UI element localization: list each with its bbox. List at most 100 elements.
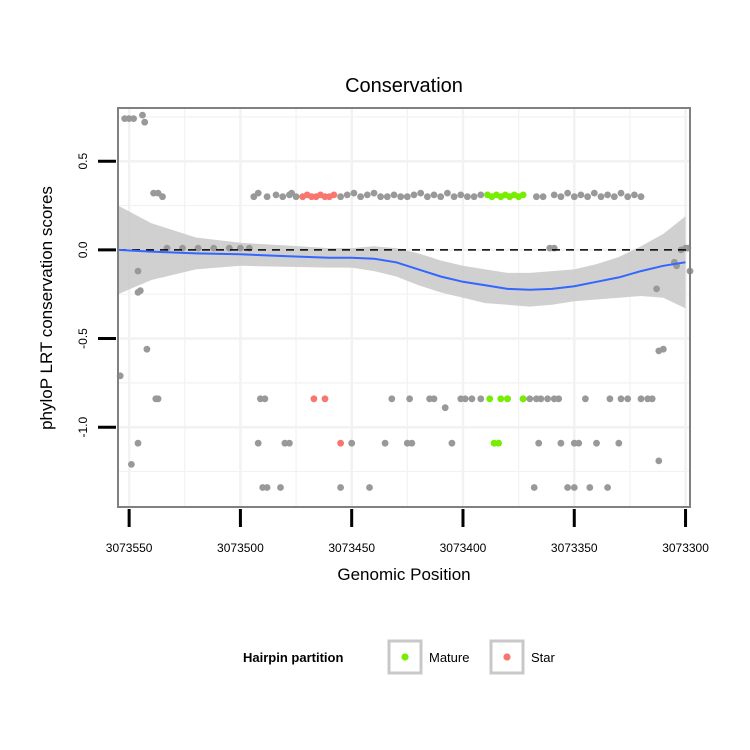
data-point — [519, 395, 527, 403]
data-point — [286, 439, 293, 447]
data-point — [550, 191, 558, 199]
data-point — [615, 439, 623, 447]
data-point — [624, 395, 632, 403]
data-point — [292, 193, 300, 201]
y-tick-label: 0.5 — [76, 153, 90, 170]
data-point — [617, 395, 625, 403]
data-point — [330, 191, 338, 199]
data-point — [357, 193, 364, 201]
y-tick-label: -1.0 — [76, 417, 90, 438]
data-point — [648, 395, 656, 403]
data-point — [277, 484, 284, 491]
x-axis-label: Genomic Position — [337, 565, 470, 584]
data-point — [597, 193, 605, 201]
data-point — [468, 395, 476, 403]
legend-label: Star — [531, 650, 556, 665]
plot-panel: 0.5 0.0 -0.5 -1.0 3073550 3073500 3073450 30734… — [76, 107, 709, 555]
data-point — [424, 193, 431, 201]
smooth-trend-line — [117, 248, 686, 291]
data-point — [504, 395, 511, 403]
data-point — [497, 395, 505, 403]
series-other — [116, 111, 694, 491]
data-point — [134, 439, 142, 447]
legend-label: Mature — [429, 650, 469, 665]
series-mature — [484, 191, 527, 447]
data-point — [403, 193, 411, 201]
data-point — [194, 244, 202, 252]
data-point — [477, 395, 485, 403]
data-point — [570, 193, 578, 201]
x-tick-label: 3073300 — [662, 541, 709, 555]
data-point — [606, 395, 614, 403]
data-point — [604, 191, 611, 199]
data-point — [533, 193, 540, 201]
data-point — [637, 193, 645, 201]
data-point — [363, 191, 371, 199]
data-point — [539, 193, 547, 201]
data-point — [486, 395, 494, 403]
data-point — [526, 395, 534, 403]
data-point — [448, 439, 456, 447]
data-point — [564, 189, 571, 197]
data-point — [495, 439, 502, 447]
data-point — [631, 191, 638, 199]
data-point — [141, 118, 149, 126]
data-point — [381, 439, 389, 447]
data-point — [321, 395, 329, 403]
data-point — [406, 395, 413, 403]
data-point — [586, 484, 594, 491]
data-point — [263, 484, 271, 491]
data-point — [127, 461, 135, 468]
data-point — [134, 289, 142, 296]
data-point — [430, 191, 438, 199]
data-point — [272, 191, 280, 199]
data-point — [582, 395, 589, 403]
data-point — [154, 395, 162, 403]
data-point — [337, 484, 344, 491]
series-star — [299, 191, 344, 447]
data-point — [159, 193, 166, 201]
data-point — [450, 193, 458, 201]
data-point — [584, 193, 591, 201]
data-point — [653, 285, 660, 293]
data-point — [557, 193, 565, 201]
x-tick-label: 3073550 — [106, 541, 153, 555]
data-point — [441, 404, 449, 412]
x-tick-label: 3073350 — [551, 541, 598, 555]
y-tick-label: -0.5 — [76, 328, 90, 349]
data-point — [430, 395, 438, 403]
data-point — [519, 191, 527, 199]
x-tick-label: 3073500 — [217, 541, 264, 555]
data-point — [370, 189, 378, 197]
data-point — [577, 191, 585, 199]
x-tick-label: 3073450 — [328, 541, 375, 555]
data-point — [348, 439, 356, 447]
data-point — [143, 345, 151, 353]
legend-title: Hairpin partition — [243, 650, 343, 665]
data-point — [570, 484, 578, 491]
data-point — [254, 189, 262, 197]
y-tick-label: 0.0 — [76, 241, 90, 258]
data-point — [437, 193, 445, 201]
data-point — [624, 193, 632, 201]
legend-entry-star: Star — [489, 639, 556, 675]
legend: Hairpin partition Mature Star — [243, 639, 556, 675]
data-point — [637, 395, 645, 403]
data-point — [134, 267, 142, 275]
data-point — [343, 191, 351, 199]
data-point — [477, 191, 485, 199]
data-point — [655, 457, 663, 465]
data-point — [544, 395, 551, 403]
data-point — [350, 189, 358, 197]
data-point — [593, 439, 600, 447]
data-point — [366, 484, 373, 491]
data-point — [139, 111, 146, 119]
data-point — [337, 193, 344, 201]
panel-border — [117, 107, 691, 508]
data-point — [377, 193, 384, 201]
data-point — [310, 395, 318, 403]
legend-swatch — [401, 653, 409, 661]
data-point — [617, 189, 625, 197]
data-point — [464, 193, 471, 201]
